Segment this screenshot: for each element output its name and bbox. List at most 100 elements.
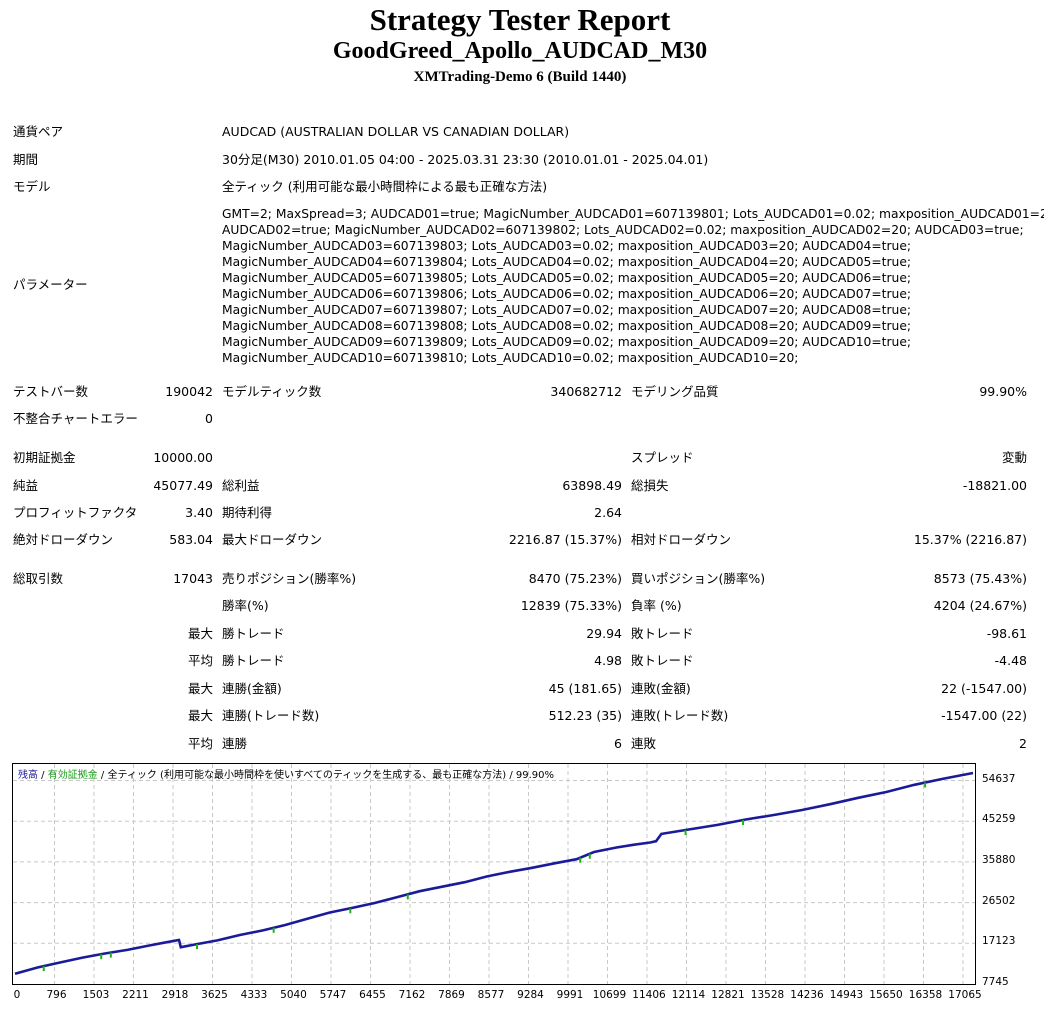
y-tick-label: 17123 (982, 935, 1016, 948)
x-tick-label: 0 (13, 989, 21, 1001)
legend-model: 全ティック (利用可能な最小時間枠を使いすべてのティックを生成する、最も正確な方… (107, 770, 507, 781)
max-dd-value: 2216.87 (15.37%) (508, 532, 622, 547)
params-text: GMT=2; MaxSpread=3; AUDCAD01=true; Magic… (222, 206, 1044, 366)
trades-label: 総取引数 (13, 571, 64, 586)
y-tick-label: 35880 (982, 853, 1016, 866)
params-row: パラメーター (0, 275, 1040, 295)
legend-equity: 有効証拠金 (47, 770, 98, 781)
params-line: MagicNumber_AUDCAD04=607139804; Lots_AUD… (222, 255, 912, 269)
avg-loss-label: 敗トレード (631, 653, 694, 668)
avg-cons-loss-value: 2 (1019, 736, 1027, 751)
stats-row-cons-cnt: 最大 連勝(トレード数) 512.23 (35) 連敗(トレード数) -1547… (0, 706, 1040, 726)
params-line: MagicNumber_AUDCAD05=607139805; Lots_AUD… (222, 271, 912, 285)
legend-sep: / (506, 770, 516, 781)
avg-cons-win-value: 6 (614, 736, 622, 751)
loss-rate-label: 負率 (%) (631, 598, 682, 613)
gross-profit-label: 総利益 (222, 478, 260, 493)
x-tick-label: 14236 (790, 989, 824, 1001)
mismatch-value: 0 (205, 411, 213, 426)
x-tick-label: 17065 (948, 989, 982, 1001)
legend-quality: 99.90% (515, 770, 555, 781)
period-label: 期間 (13, 152, 39, 167)
avg-label: 平均 (187, 653, 213, 668)
x-tick-label: 13528 (750, 989, 785, 1001)
cons-win-amt-value: 45 (181.65) (548, 681, 622, 696)
cons-win-cnt-value: 512.23 (35) (548, 708, 622, 723)
params-line: MagicNumber_AUDCAD07=607139807; Lots_AUD… (222, 303, 912, 317)
spread-value: 変動 (1001, 450, 1027, 465)
quality-value: 99.90% (979, 384, 1027, 399)
net-value: 45077.49 (153, 478, 213, 493)
chart-svg (13, 764, 975, 984)
params-line: MagicNumber_AUDCAD09=607139809; Lots_AUD… (222, 335, 912, 349)
stats-row-mismatch: 不整合チャートエラー 0 (0, 409, 1040, 429)
avg-label: 平均 (187, 736, 213, 751)
period-value: 30分足(M30) 2010.01.05 04:00 - 2025.03.31 … (222, 152, 709, 167)
model-label: モデル (13, 179, 51, 194)
long-label: 買いポジション(勝率%) (631, 571, 766, 586)
balance-chart: 残高 / 有効証拠金 / 全ティック (利用可能な最小時間枠を使いすべてのティッ… (12, 763, 1037, 1006)
max-label: 最大 (187, 681, 213, 696)
report-title: Strategy Tester Report (369, 2, 671, 37)
stats-row-winrate: 勝率(%) 12839 (75.33%) 負率 (%) 4204 (24.67%… (0, 596, 1040, 616)
y-tick-label: 45259 (982, 813, 1016, 826)
params-line: AUDCAD02=true; MagicNumber_AUDCAD02=6071… (222, 223, 1024, 237)
x-tick-label: 9284 (517, 989, 544, 1001)
avg-win-label: 勝トレード (222, 653, 285, 668)
expected-label: 期待利得 (222, 505, 273, 520)
deposit-label: 初期証拠金 (13, 450, 76, 465)
legend-sep: / (97, 770, 108, 781)
stats-row-profit: 純益 45077.49 総利益 63898.49 総損失 -18821.00 (0, 476, 1040, 496)
gross-loss-value: -18821.00 (962, 478, 1027, 493)
max-win-value: 29.94 (586, 626, 622, 641)
max-label: 最大 (187, 626, 213, 641)
quality-label: モデリング品質 (631, 384, 719, 399)
stats-row-pf: プロフィットファクタ 3.40 期待利得 2.64 (0, 503, 1040, 523)
x-tick-label: 6455 (359, 989, 386, 1001)
cons-loss-cnt-value: -1547.00 (22) (941, 708, 1027, 723)
stats-row-avg-trade: 平均 勝トレード 4.98 敗トレード -4.48 (0, 651, 1040, 671)
symbol-value: AUDCAD (AUSTRALIAN DOLLAR VS CANADIAN DO… (222, 124, 570, 139)
avg-cons-win-label: 連勝 (222, 736, 248, 751)
y-tick-label: 7745 (982, 976, 1009, 988)
bars-value: 190042 (165, 384, 213, 399)
x-tick-label: 12821 (711, 989, 745, 1001)
cons-loss-amt-value: 22 (-1547.00) (941, 681, 1027, 696)
y-tick-label: 54637 (982, 772, 1016, 785)
bars-label: テストバー数 (13, 384, 89, 399)
ea-name: GoodGreed_Apollo_AUDCAD_M30 (332, 38, 708, 64)
max-loss-value: -98.61 (986, 626, 1027, 641)
cons-win-cnt-label: 連勝(トレード数) (222, 708, 320, 723)
symbol-row: 通貨ペア AUDCAD (AUSTRALIAN DOLLAR VS CANADI… (0, 122, 1040, 142)
model-value: 全ティック (利用可能な最小時間枠による最も正確な方法) (222, 179, 548, 194)
trades-value: 17043 (173, 571, 213, 586)
x-tick-label: 16358 (908, 989, 943, 1001)
legend-sep: / (38, 770, 48, 781)
ticks-value: 340682712 (550, 384, 622, 399)
cons-loss-cnt-label: 連敗(トレード数) (631, 708, 729, 723)
abs-dd-label: 絶対ドローダウン (13, 532, 114, 547)
stats-row-deposit: 初期証拠金 10000.00 スプレッド 変動 (0, 448, 1040, 468)
x-tick-label: 7869 (438, 989, 465, 1001)
params-label: パラメーター (13, 277, 88, 292)
x-tick-label: 1503 (82, 989, 110, 1001)
loss-rate-value: 4204 (24.67%) (933, 598, 1027, 613)
x-tick-label: 9991 (556, 989, 584, 1001)
spread-label: スプレッド (631, 450, 694, 465)
long-value: 8573 (75.43%) (933, 571, 1027, 586)
y-tick-label: 26502 (982, 894, 1016, 907)
ticks-label: モデルティック数 (222, 384, 322, 399)
gross-profit-value: 63898.49 (562, 478, 622, 493)
short-label: 売りポジション(勝率%) (222, 571, 357, 586)
legend-balance: 残高 (18, 770, 38, 781)
x-tick-label: 8577 (477, 989, 505, 1001)
max-label: 最大 (187, 708, 213, 723)
params-line: MagicNumber_AUDCAD06=607139806; Lots_AUD… (222, 287, 912, 301)
params-line: MagicNumber_AUDCAD03=607139803; Lots_AUD… (222, 239, 912, 253)
avg-cons-loss-label: 連敗 (631, 736, 657, 751)
x-tick-label: 2211 (122, 989, 149, 1001)
x-tick-label: 5040 (280, 989, 307, 1001)
model-row: モデル 全ティック (利用可能な最小時間枠による最も正確な方法) (0, 177, 1040, 197)
win-rate-label: 勝率(%) (222, 598, 269, 613)
x-tick-label: 2918 (161, 989, 189, 1001)
